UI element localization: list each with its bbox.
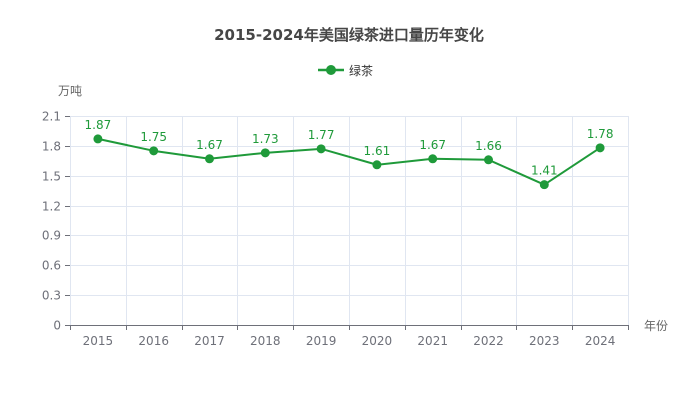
data-point[interactable] [428, 154, 438, 164]
x-tick-label: 2020 [362, 334, 393, 348]
data-label: 1.78 [587, 127, 614, 141]
data-label: 1.87 [85, 118, 112, 132]
y-tick-label: 0.3 [42, 289, 61, 303]
legend-item-green-tea[interactable]: 绿茶 [318, 61, 373, 79]
data-point[interactable] [539, 180, 549, 190]
y-tick-label: 1.5 [42, 170, 61, 184]
legend-line-marker-icon [318, 65, 344, 75]
y-axis: 0 0.3 0.6 0.9 1.2 1.5 1.8 2.1 [42, 110, 70, 333]
x-tick-label: 2024 [585, 334, 616, 348]
x-tick-label: 2021 [417, 334, 448, 348]
data-point[interactable] [595, 143, 605, 153]
data-label: 1.41 [531, 164, 558, 178]
x-axis: 2015 2016 2017 2018 2019 2020 2021 2022 2023 2024 [70, 325, 629, 348]
x-tick-label: 2018 [250, 334, 281, 348]
x-tick-label: 2016 [138, 334, 169, 348]
data-point[interactable] [484, 155, 493, 165]
data-point[interactable] [205, 154, 214, 164]
data-label: 1.67 [196, 138, 223, 152]
data-label: 1.61 [364, 144, 391, 158]
x-tick-label: 2019 [306, 334, 337, 348]
data-label: 1.66 [475, 139, 502, 153]
data-point[interactable] [149, 146, 159, 156]
chart-title: 2015-2024年美国绿茶进口量历年变化 [214, 26, 484, 44]
y-tick-label: 1.8 [42, 140, 61, 154]
data-point[interactable] [93, 134, 103, 144]
y-tick-label: 2.1 [42, 110, 61, 124]
data-label: 1.67 [419, 138, 446, 152]
legend-label: 绿茶 [349, 63, 374, 78]
y-tick-label: 1.2 [42, 200, 61, 214]
data-label: 1.77 [308, 128, 335, 142]
x-tick-label: 2022 [473, 334, 504, 348]
data-label: 1.75 [140, 130, 167, 144]
x-tick-label: 2015 [83, 334, 114, 348]
y-tick-label: 0 [53, 319, 61, 333]
data-point[interactable] [372, 160, 382, 170]
y-tick-label: 0.6 [42, 259, 61, 273]
vertical-gridlines [70, 116, 629, 325]
data-point[interactable] [260, 148, 270, 158]
x-tick-label: 2023 [529, 334, 560, 348]
y-tick-label: 0.9 [42, 229, 61, 243]
data-label: 1.73 [252, 132, 279, 146]
y-axis-label: 万吨 [58, 84, 82, 98]
series-green-tea: 1.87 1.75 1.67 1.73 1.77 1.61 1.67 1.66 1.41 1.78 [85, 118, 614, 190]
data-point[interactable] [316, 144, 326, 154]
x-tick-label: 2017 [194, 334, 225, 348]
x-axis-label: 年份 [644, 319, 668, 333]
